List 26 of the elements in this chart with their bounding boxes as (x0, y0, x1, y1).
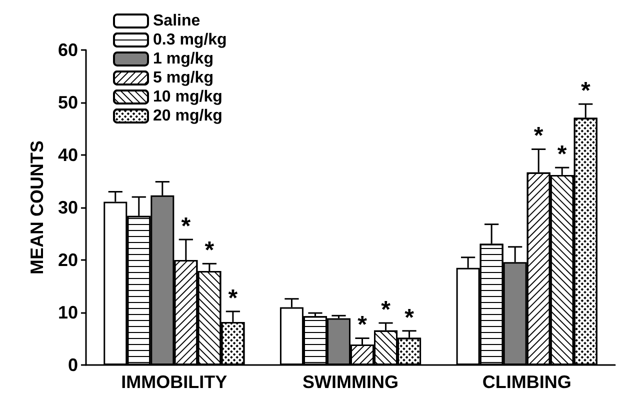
data-label: * (204, 237, 215, 264)
data-label: * (381, 296, 392, 324)
data-label: * (358, 312, 368, 339)
data-label: * (580, 78, 591, 105)
data-label: * (228, 284, 238, 312)
y-axis-title: MEAN COUNTS (27, 140, 47, 274)
data-label: * (404, 304, 415, 332)
legend-label: 10 mg/kg (153, 88, 222, 106)
legend-label: 0.3 mg/kg (153, 32, 227, 48)
x-tick-label: IMMOBILITY (121, 372, 228, 392)
legend-label: 20 mg/kg (153, 108, 222, 124)
legend-label: 5 mg/kg (153, 70, 214, 86)
data-label: * (181, 213, 192, 240)
y-tick-label: 0 (68, 355, 78, 375)
x-tick-label: CLIMBING (482, 372, 572, 392)
y-tick-label: 50 (58, 92, 78, 112)
y-tick-label: 60 (58, 40, 78, 60)
y-tick-label: 40 (58, 145, 78, 165)
y-tick-label: 30 (58, 198, 78, 218)
y-tick-label: 20 (58, 250, 78, 270)
legend-label: 1 mg/kg (153, 50, 214, 68)
y-tick-label: 10 (58, 302, 78, 322)
legend-label: Saline (153, 12, 200, 30)
x-tick-label: SWIMMING (302, 372, 398, 392)
data-label: * (534, 122, 544, 150)
data-label: * (557, 141, 568, 168)
